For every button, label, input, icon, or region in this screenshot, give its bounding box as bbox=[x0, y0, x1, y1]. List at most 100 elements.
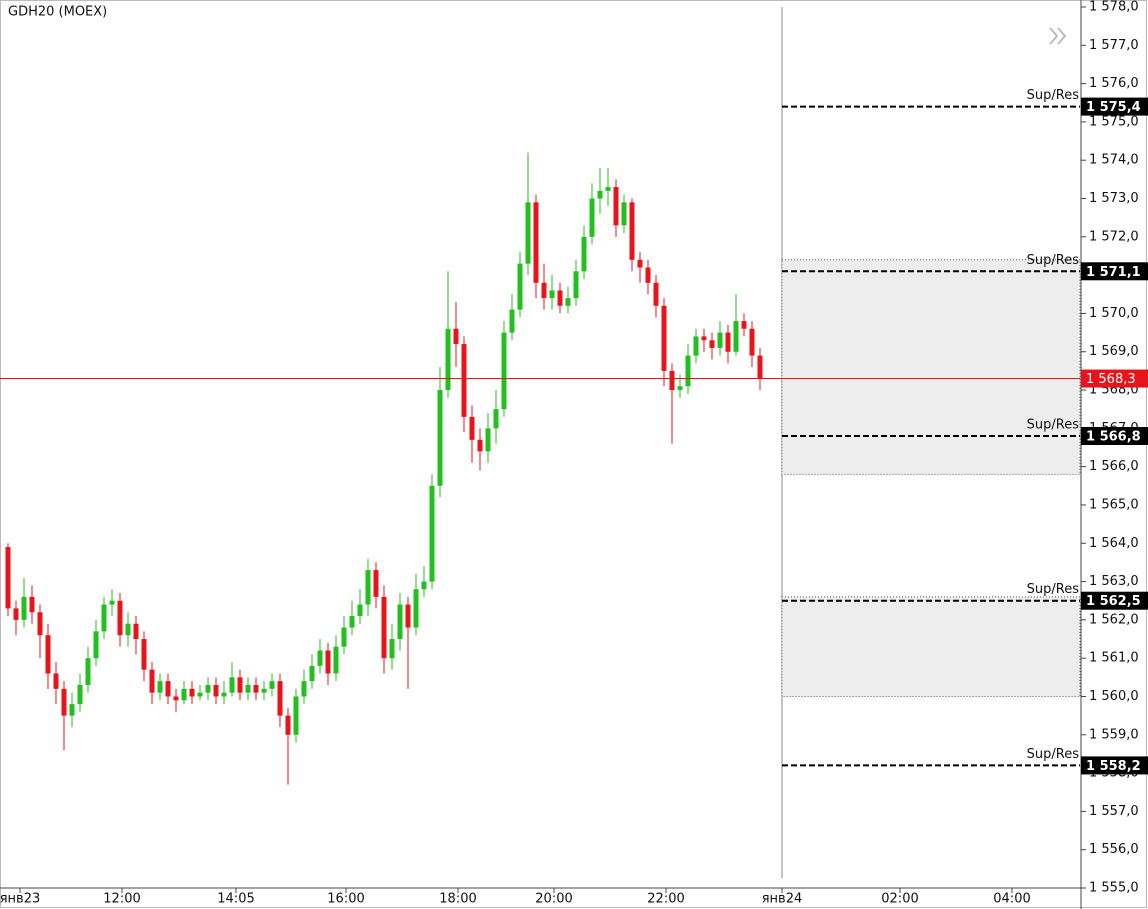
level-name: Sup/Res bbox=[1027, 418, 1080, 433]
zone bbox=[781, 259, 1081, 475]
candle-body bbox=[629, 202, 635, 260]
candle-body bbox=[573, 271, 579, 299]
candle-body bbox=[365, 570, 371, 605]
candle-body bbox=[325, 650, 331, 674]
candle-body bbox=[517, 263, 523, 310]
candle-body bbox=[725, 332, 731, 352]
candle-body bbox=[261, 688, 267, 693]
y-tick-label: 1 563,0 bbox=[1089, 574, 1139, 589]
candle-body bbox=[133, 623, 139, 640]
y-tick-label: 1 575,0 bbox=[1089, 114, 1139, 129]
level-name: Sup/Res bbox=[1027, 253, 1080, 268]
candle-body bbox=[733, 321, 739, 352]
candle-body bbox=[653, 282, 659, 306]
candle-body bbox=[293, 696, 299, 735]
x-tick-label: 20:00 bbox=[535, 892, 572, 907]
y-tick-label: 1 577,0 bbox=[1089, 38, 1139, 53]
candle-body bbox=[493, 409, 499, 429]
candle-body bbox=[157, 681, 163, 693]
candle-body bbox=[525, 202, 531, 264]
candle-body bbox=[213, 684, 219, 697]
last-price-label: 1 568,3 bbox=[1086, 372, 1136, 387]
x-tick-label: 02:00 bbox=[881, 892, 918, 907]
candle-body bbox=[397, 604, 403, 640]
candle-body bbox=[749, 328, 755, 356]
candle-body bbox=[509, 309, 515, 333]
candle-body bbox=[149, 669, 155, 693]
last-price-tag bbox=[1081, 369, 1148, 388]
candle-body bbox=[77, 684, 83, 705]
candle-body bbox=[309, 665, 315, 682]
level-name: Sup/Res bbox=[1027, 747, 1080, 762]
candle-body bbox=[13, 608, 19, 620]
y-tick-label: 1 560,0 bbox=[1089, 689, 1139, 704]
candle-body bbox=[69, 704, 75, 716]
scroll-icon[interactable] bbox=[1049, 27, 1067, 45]
candle-body bbox=[589, 198, 595, 237]
x-tick-label: янв23 bbox=[0, 892, 40, 907]
y-tick-label: 1 570,0 bbox=[1089, 306, 1139, 321]
price-tag bbox=[1081, 427, 1148, 446]
x-tick-label: 14:05 bbox=[217, 892, 254, 907]
candle-body bbox=[173, 696, 179, 701]
candle-body bbox=[341, 627, 347, 647]
candle-body bbox=[661, 305, 667, 371]
candle-body bbox=[429, 485, 435, 582]
y-tick-label: 1 578,0 bbox=[1089, 0, 1139, 15]
x-tick-label: 22:00 bbox=[647, 892, 684, 907]
price-tag bbox=[1081, 97, 1148, 116]
candle-body bbox=[621, 202, 627, 226]
candle-body bbox=[93, 631, 99, 659]
chart-title: GDH20 (MOEX) bbox=[8, 5, 107, 20]
candle-body bbox=[333, 646, 339, 674]
candle-body bbox=[269, 681, 275, 689]
y-tick-label: 1 569,0 bbox=[1089, 344, 1139, 359]
y-tick-label: 1 559,0 bbox=[1089, 727, 1139, 742]
y-tick-label: 1 557,0 bbox=[1089, 804, 1139, 819]
candle-body bbox=[373, 570, 379, 597]
y-tick-label: 1 562,0 bbox=[1089, 612, 1139, 627]
candle-body bbox=[317, 650, 323, 666]
price-tag-label: 1 558,2 bbox=[1086, 759, 1141, 774]
candle-body bbox=[485, 428, 491, 452]
zone bbox=[781, 596, 1081, 697]
candle-body bbox=[85, 658, 91, 685]
candle-body bbox=[5, 547, 11, 609]
candle-body bbox=[549, 290, 555, 299]
candle-body bbox=[565, 298, 571, 306]
candle-body bbox=[757, 355, 763, 379]
candle-body bbox=[29, 596, 35, 613]
y-tick-label: 1 556,0 bbox=[1089, 842, 1139, 857]
candle-body bbox=[413, 589, 419, 628]
y-tick-label: 1 566,0 bbox=[1089, 459, 1139, 474]
candle-body bbox=[253, 684, 259, 693]
candle-body bbox=[189, 688, 195, 697]
price-tag bbox=[1081, 591, 1148, 610]
candle-body bbox=[53, 673, 59, 689]
candle-body bbox=[37, 612, 43, 636]
candle-body bbox=[349, 616, 355, 628]
candle-body bbox=[285, 715, 291, 735]
y-tick-label: 1 576,0 bbox=[1089, 76, 1139, 91]
candle-body bbox=[245, 684, 251, 693]
candle-body bbox=[677, 386, 683, 391]
candle-body bbox=[61, 688, 67, 716]
candle-body bbox=[613, 187, 619, 226]
y-tick-label: 1 561,0 bbox=[1089, 651, 1139, 666]
candle-body bbox=[117, 600, 123, 636]
candle-body bbox=[205, 684, 211, 693]
candle-body bbox=[301, 681, 307, 697]
price-tag bbox=[1081, 756, 1148, 775]
candle-body bbox=[229, 677, 235, 693]
candle-body bbox=[277, 681, 283, 716]
candle-body bbox=[445, 328, 451, 391]
candle-body bbox=[637, 259, 643, 268]
y-tick-label: 1 574,0 bbox=[1089, 153, 1139, 168]
price-tag bbox=[1081, 262, 1148, 281]
candle-body bbox=[557, 290, 563, 306]
candle-body bbox=[709, 340, 715, 348]
candle-body bbox=[469, 416, 475, 440]
price-tag-label: 1 562,5 bbox=[1086, 594, 1141, 609]
